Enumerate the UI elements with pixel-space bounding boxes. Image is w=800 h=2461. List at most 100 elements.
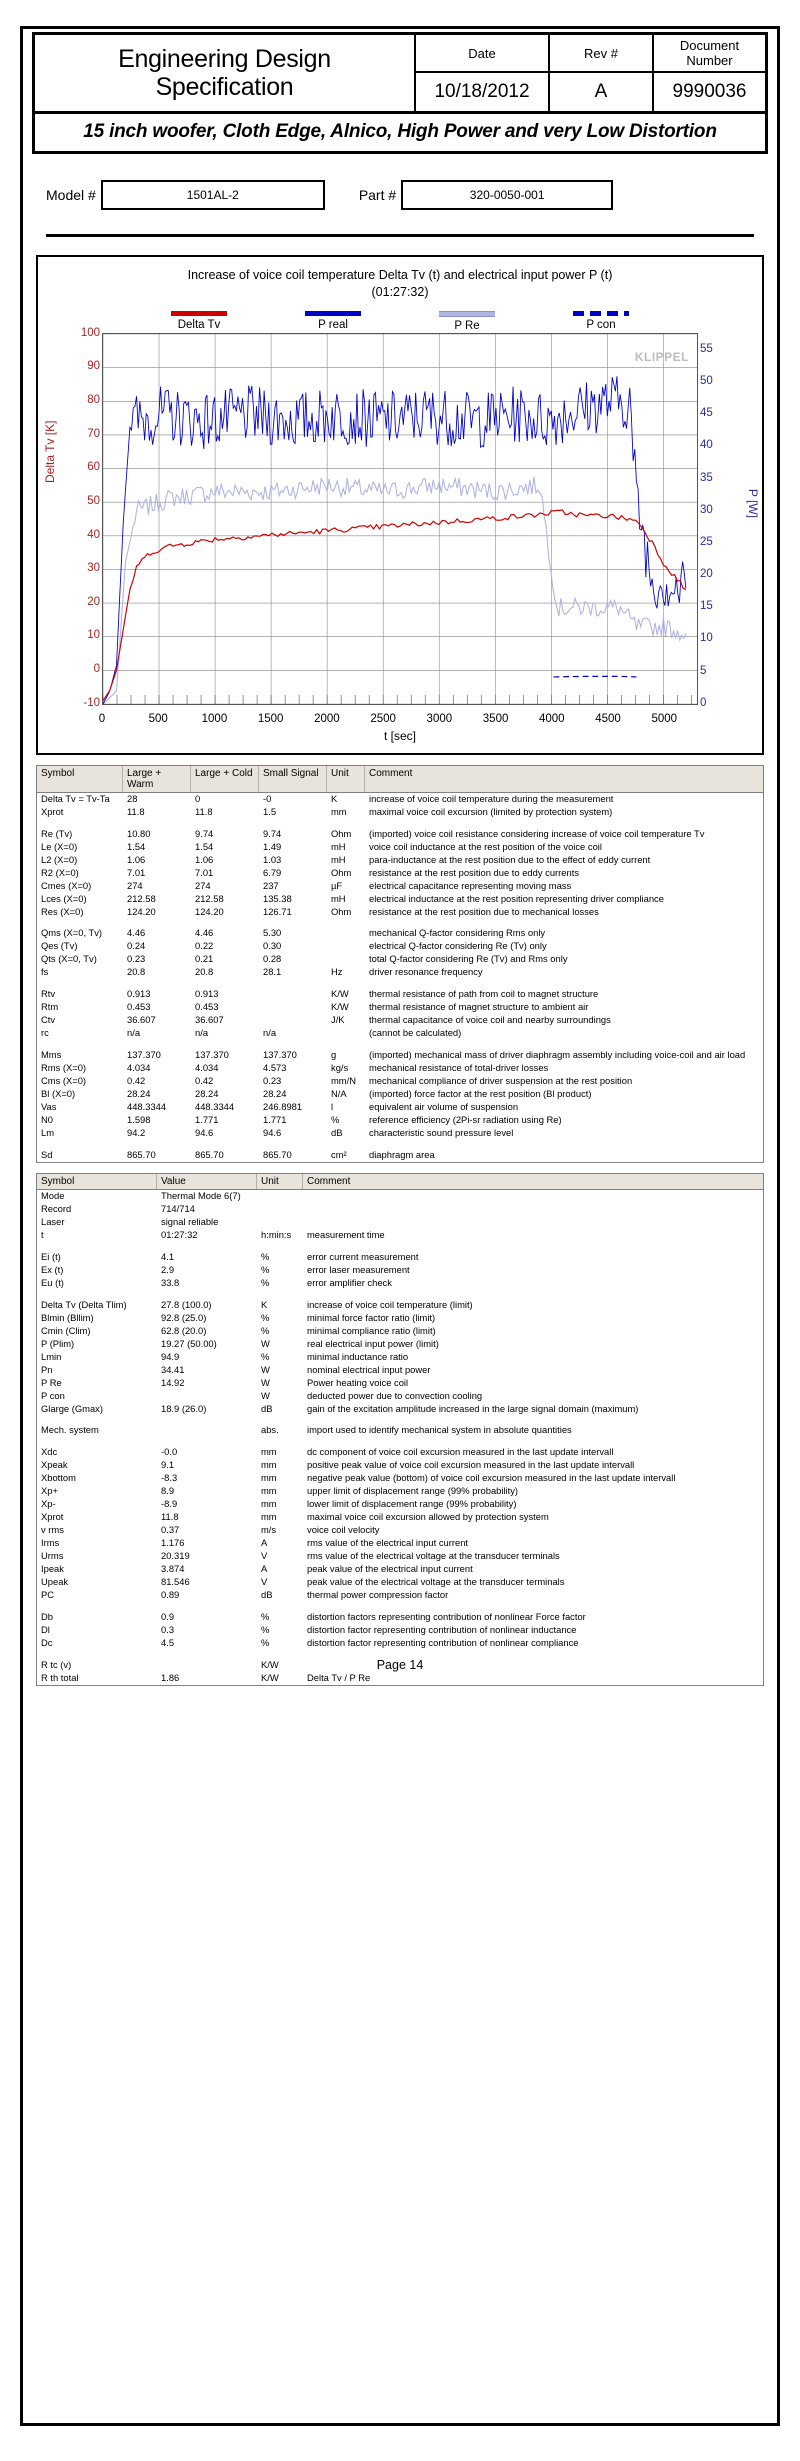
table-cell: dc component of voice coil excursion mea… bbox=[307, 1446, 614, 1458]
table-cell: mH bbox=[331, 853, 346, 865]
table-cell: K/W bbox=[331, 988, 349, 1000]
table-cell: 212.58 bbox=[195, 892, 224, 904]
table-row-spacer bbox=[37, 1140, 763, 1149]
table-cell: 28.24 bbox=[263, 1088, 287, 1100]
table-row: R th total 1.86 K/W Delta Tv / P Re bbox=[37, 1672, 763, 1685]
table-cell: 0.453 bbox=[195, 1001, 219, 1013]
table-cell: 01:27:32 bbox=[161, 1228, 198, 1240]
table-cell: Cms (X=0) bbox=[41, 1075, 87, 1087]
table-cell: distortion factor representing contribut… bbox=[307, 1624, 577, 1636]
table-cell: 4.46 bbox=[195, 927, 214, 939]
table-cell: Vas bbox=[41, 1101, 57, 1113]
table-cell: upper limit of displacement range (99% p… bbox=[307, 1485, 519, 1497]
table-cell: 1.771 bbox=[195, 1114, 219, 1126]
table-cell: 714/714 bbox=[161, 1202, 195, 1214]
table-cell: % bbox=[261, 1350, 270, 1362]
table-cell: 1.54 bbox=[195, 840, 214, 852]
table-cell: L2 (X=0) bbox=[41, 853, 78, 865]
table-row: v rms 0.37 m/s voice coil velocity bbox=[37, 1524, 763, 1537]
ytick-left: 30 bbox=[87, 562, 100, 575]
table-cell: mechanical compliance of driver suspensi… bbox=[369, 1075, 633, 1087]
table-cell: mm bbox=[261, 1498, 277, 1510]
table-cell: 448.3344 bbox=[195, 1101, 235, 1113]
document-title: Engineering Design Specification bbox=[35, 35, 416, 111]
table-cell: abs. bbox=[261, 1424, 279, 1436]
xtick: 4000 bbox=[539, 712, 565, 725]
table-cell bbox=[303, 1216, 763, 1229]
page-border bbox=[20, 26, 780, 2426]
table-row: Xpeak 9.1 mm positive peak value of voice c… bbox=[37, 1459, 763, 1472]
table-row: PC 0.89 dB thermal power compression factor bbox=[37, 1589, 763, 1602]
table-cell: l bbox=[331, 1101, 334, 1113]
ytick-left: -10 bbox=[83, 696, 100, 709]
table-cell: Lm bbox=[41, 1127, 55, 1139]
table-cell: Xpeak bbox=[41, 1459, 68, 1471]
table-cell bbox=[327, 927, 365, 940]
table-cell: mechanical Q-factor considering Rms only bbox=[369, 927, 546, 939]
product-subtitle: 15 inch woofer, Cloth Edge, Alnico, High… bbox=[32, 114, 768, 154]
legend-label-p-real: P real bbox=[318, 318, 348, 331]
table-row: Rtm 0.453 0.453 K/W thermal resistance of ma… bbox=[37, 1001, 763, 1014]
table-cell: Xp- bbox=[41, 1498, 56, 1510]
ytick-left: 20 bbox=[87, 595, 100, 608]
table-cell: Rms (X=0) bbox=[41, 1062, 87, 1074]
table-cell: Ei (t) bbox=[41, 1250, 61, 1262]
table-cell: para-inductance at the rest position due… bbox=[369, 853, 651, 865]
table-cell: maximal voice coil excursion (limited by… bbox=[369, 805, 613, 817]
legend-swatch-p-re bbox=[439, 310, 495, 317]
table-row: Cms (X=0) 0.42 0.42 0.23 mm/N mechanical comp… bbox=[37, 1075, 763, 1088]
table-cell bbox=[327, 1027, 365, 1040]
table-cell: Rtv bbox=[41, 988, 56, 1000]
ytick-left: 100 bbox=[80, 326, 100, 339]
table-cell: 6.79 bbox=[263, 866, 282, 878]
table-cell: 124.20 bbox=[127, 905, 156, 917]
legend-item-p-re: P Re bbox=[428, 310, 506, 332]
table-cell: mm/N bbox=[331, 1075, 356, 1087]
ytick-right: 55 bbox=[700, 342, 713, 355]
table-row: Glarge (Gmax) 18.9 (26.0) dB gain of the ex… bbox=[37, 1403, 763, 1416]
table-cell: 0.913 bbox=[127, 988, 151, 1000]
table-cell: voice coil inductance at the rest positi… bbox=[369, 840, 602, 852]
table-cell: 34.41 bbox=[161, 1363, 185, 1375]
table-cell: minimal inductance ratio bbox=[307, 1350, 409, 1362]
table-row: Xprot 11.8 11.8 1.5 mm maximal voice coil exc… bbox=[37, 806, 763, 819]
table-row: Db 0.9% distortion factors representing co… bbox=[37, 1611, 763, 1624]
legend-swatch-p-real bbox=[305, 310, 361, 316]
table-cell: Upeak bbox=[41, 1576, 69, 1588]
xtick: 5000 bbox=[651, 712, 678, 725]
table-cell: Delta Tv (Delta Tlim) bbox=[41, 1298, 127, 1310]
ytick-right: 25 bbox=[700, 535, 713, 548]
table-cell: Delta Tv / P Re bbox=[307, 1671, 371, 1683]
chart-xlabel: t [sec] bbox=[383, 728, 417, 743]
table-cell: P con bbox=[41, 1389, 65, 1401]
table-cell: N0 bbox=[41, 1114, 53, 1126]
table-cell bbox=[303, 1203, 763, 1216]
table-row: Vas 448.3344 448.3344 246.8981 l equivalent a… bbox=[37, 1101, 763, 1114]
table-cell: resistance at the rest position due to e… bbox=[369, 866, 580, 878]
table-cell: thermal resistance of magnet structure t… bbox=[369, 1001, 589, 1013]
table-cell: 0.21 bbox=[195, 953, 214, 965]
table-cell: Dc bbox=[41, 1637, 53, 1648]
ytick-left: 90 bbox=[87, 360, 100, 373]
legend-swatch-p-con bbox=[573, 310, 629, 316]
table-row: Xprot 11.8 mm maximal voice coil excursion … bbox=[37, 1511, 763, 1524]
table-cell: Xprot bbox=[41, 805, 64, 817]
table-row-spacer bbox=[37, 918, 763, 927]
table-cell: mm bbox=[261, 1511, 277, 1523]
table-cell: V bbox=[261, 1550, 268, 1562]
table-cell: 10.80 bbox=[127, 827, 151, 839]
ytick-left: 80 bbox=[87, 394, 100, 407]
table-row: Record 714/714 bbox=[37, 1203, 763, 1216]
header-date-label: Date bbox=[416, 35, 550, 71]
table-cell: Bl (X=0) bbox=[41, 1088, 76, 1100]
xtick: 1500 bbox=[257, 712, 284, 725]
table-cell: 0.3 bbox=[161, 1624, 175, 1636]
table-cell: % bbox=[261, 1250, 270, 1262]
table-cell: 28.24 bbox=[127, 1088, 151, 1100]
table-cell: rc bbox=[41, 1027, 49, 1039]
table-cell: Cmin (Clim) bbox=[41, 1324, 91, 1336]
table-cell bbox=[259, 1014, 327, 1027]
